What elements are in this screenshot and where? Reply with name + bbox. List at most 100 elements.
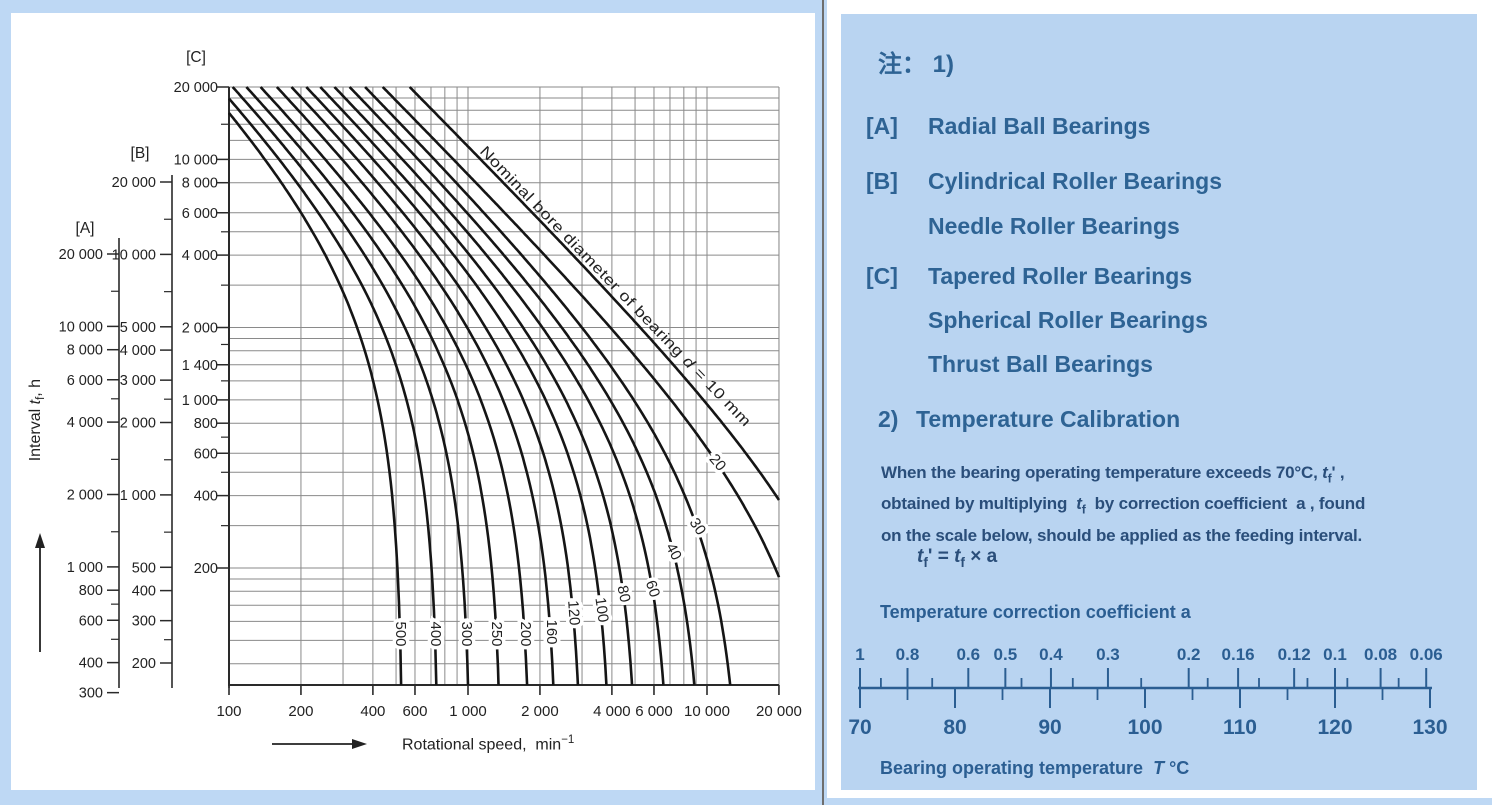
legend-item-b: [B] Cylindrical Roller Bearings (866, 168, 1222, 195)
legend-key-c: [C] (866, 263, 898, 289)
svg-text:1 000: 1 000 (182, 393, 218, 409)
svg-text:0.3: 0.3 (1096, 645, 1120, 664)
svg-text:500: 500 (392, 621, 409, 646)
temp-scale-ruler: 1 0.8 0.6 0.5 0.4 0.3 0.2 0.16 0.12 0.1 0.08 0.06 70… (848, 645, 1447, 739)
svg-text:500: 500 (132, 560, 156, 576)
svg-text:600: 600 (402, 703, 427, 720)
svg-text:30: 30 (686, 515, 709, 538)
svg-text:4 000: 4 000 (182, 248, 218, 264)
svg-text:100: 100 (1127, 716, 1162, 739)
svg-text:200: 200 (288, 703, 313, 720)
svg-text:200: 200 (194, 561, 218, 577)
legend-item-c: [C] Tapered Roller Bearings (866, 263, 1192, 290)
legend-item-b2: Needle Roller Bearings (928, 213, 1180, 240)
svg-text:20 000: 20 000 (174, 80, 218, 96)
svg-text:4 000: 4 000 (120, 343, 156, 359)
section2-heading: 2) Temperature Calibration (878, 406, 1180, 433)
section2-title: Temperature Calibration (916, 406, 1181, 432)
axis-arrows (35, 533, 367, 749)
svg-text:10 000: 10 000 (59, 319, 103, 335)
svg-text:0.6: 0.6 (956, 645, 980, 664)
svg-text:20 000: 20 000 (756, 703, 802, 720)
svg-text:[C]: [C] (186, 49, 206, 66)
svg-text:4 000: 4 000 (593, 703, 631, 720)
svg-text:8 000: 8 000 (182, 176, 218, 192)
svg-text:6 000: 6 000 (67, 373, 103, 389)
svg-text:400: 400 (194, 489, 218, 505)
svg-text:40: 40 (662, 540, 685, 563)
chart-panel-background (11, 13, 815, 790)
svg-text:0.8: 0.8 (896, 645, 920, 664)
svg-text:110: 110 (1223, 716, 1257, 739)
svg-text:1 000: 1 000 (67, 560, 103, 576)
panel-divider (822, 0, 824, 805)
svg-text:6 000: 6 000 (635, 703, 673, 720)
legend-item-a: [A] Radial Ball Bearings (866, 113, 1150, 140)
svg-text:5 000: 5 000 (120, 320, 156, 336)
legend-item-c2: Spherical Roller Bearings (928, 307, 1208, 334)
svg-text:600: 600 (194, 446, 218, 462)
svg-text:0.16: 0.16 (1222, 645, 1255, 664)
svg-text:60: 60 (642, 578, 663, 599)
bore-diameter-curves (227, 85, 781, 686)
interval-scale-A: 20 000 10 000 8 000 6 000 4 000 2 000 1 000 800… (59, 220, 120, 702)
svg-text:400: 400 (79, 656, 103, 672)
svg-text:10 000: 10 000 (174, 152, 218, 168)
legend-item-c3: Thrust Ball Bearings (928, 351, 1153, 378)
legend-text: Tapered Roller Bearings (928, 263, 1193, 289)
svg-text:[B]: [B] (131, 145, 150, 162)
svg-text:10 000: 10 000 (684, 703, 730, 720)
svg-text:800: 800 (79, 583, 103, 599)
svg-text:800: 800 (194, 416, 218, 432)
svg-text:1 000: 1 000 (449, 703, 487, 720)
correction-formula: tf' = tf × a (917, 546, 998, 570)
svg-text:2 000: 2 000 (120, 416, 156, 432)
temperature-correction-scale: 1 0.8 0.6 0.5 0.4 0.3 0.2 0.16 0.12 0.1 0.08 0.06 70… (848, 645, 1447, 739)
svg-text:2 000: 2 000 (182, 321, 218, 337)
svg-text:200: 200 (132, 656, 156, 672)
note-heading: 注： 1) (878, 51, 955, 78)
svg-text:600: 600 (79, 613, 103, 629)
svg-text:0.1: 0.1 (1323, 645, 1347, 664)
svg-text:200: 200 (517, 621, 534, 646)
svg-text:0.08: 0.08 (1364, 645, 1397, 664)
svg-text:130: 130 (1412, 716, 1447, 739)
svg-text:4 000: 4 000 (67, 415, 103, 431)
svg-text:100: 100 (591, 596, 611, 623)
svg-text:10 000: 10 000 (112, 247, 156, 263)
svg-text:80: 80 (613, 584, 633, 604)
legend-text: Spherical Roller Bearings (928, 307, 1208, 333)
svg-text:80: 80 (943, 716, 966, 739)
svg-text:0.4: 0.4 (1039, 645, 1063, 664)
grease-interval-chart: 100 200 400 600 1 000 2 000 4 000 6 000 10 000 20… (35, 49, 802, 749)
svg-text:2 000: 2 000 (67, 488, 103, 504)
legend-text: Cylindrical Roller Bearings (928, 168, 1222, 194)
svg-text:0.2: 0.2 (1177, 645, 1201, 664)
svg-text:300: 300 (79, 686, 103, 702)
svg-text:6 000: 6 000 (182, 206, 218, 222)
svg-text:250: 250 (488, 621, 505, 646)
svg-text:70: 70 (848, 716, 871, 739)
svg-text:90: 90 (1038, 716, 1061, 739)
section2-number: 2) (878, 406, 899, 432)
svg-text:0.12: 0.12 (1278, 645, 1311, 664)
svg-text:400: 400 (427, 621, 444, 646)
svg-text:8 000: 8 000 (67, 343, 103, 359)
coefficient-scale-title: Temperature correction coefficient a (880, 602, 1191, 622)
svg-text:400: 400 (132, 584, 156, 600)
svg-text:[A]: [A] (76, 220, 95, 237)
notes-panel: 注： 1) [A] Radial Ball Bearings [B] Cylindr… (841, 14, 1477, 790)
legend-text: Needle Roller Bearings (928, 213, 1180, 239)
legend-key-a: [A] (866, 113, 898, 139)
legend-text: Thrust Ball Bearings (928, 351, 1153, 377)
svg-text:1: 1 (855, 645, 864, 664)
svg-text:400: 400 (360, 703, 385, 720)
legend-key-b: [B] (866, 168, 898, 194)
svg-text:20 000: 20 000 (59, 247, 103, 263)
temperature-note-paragraph: When the bearing operating temperature e… (881, 463, 1366, 545)
svg-text:100: 100 (216, 703, 241, 720)
temperature-axis-label: Bearing operating temperature T °C (880, 758, 1190, 778)
svg-text:300: 300 (132, 614, 156, 630)
svg-text:0.5: 0.5 (994, 645, 1018, 664)
